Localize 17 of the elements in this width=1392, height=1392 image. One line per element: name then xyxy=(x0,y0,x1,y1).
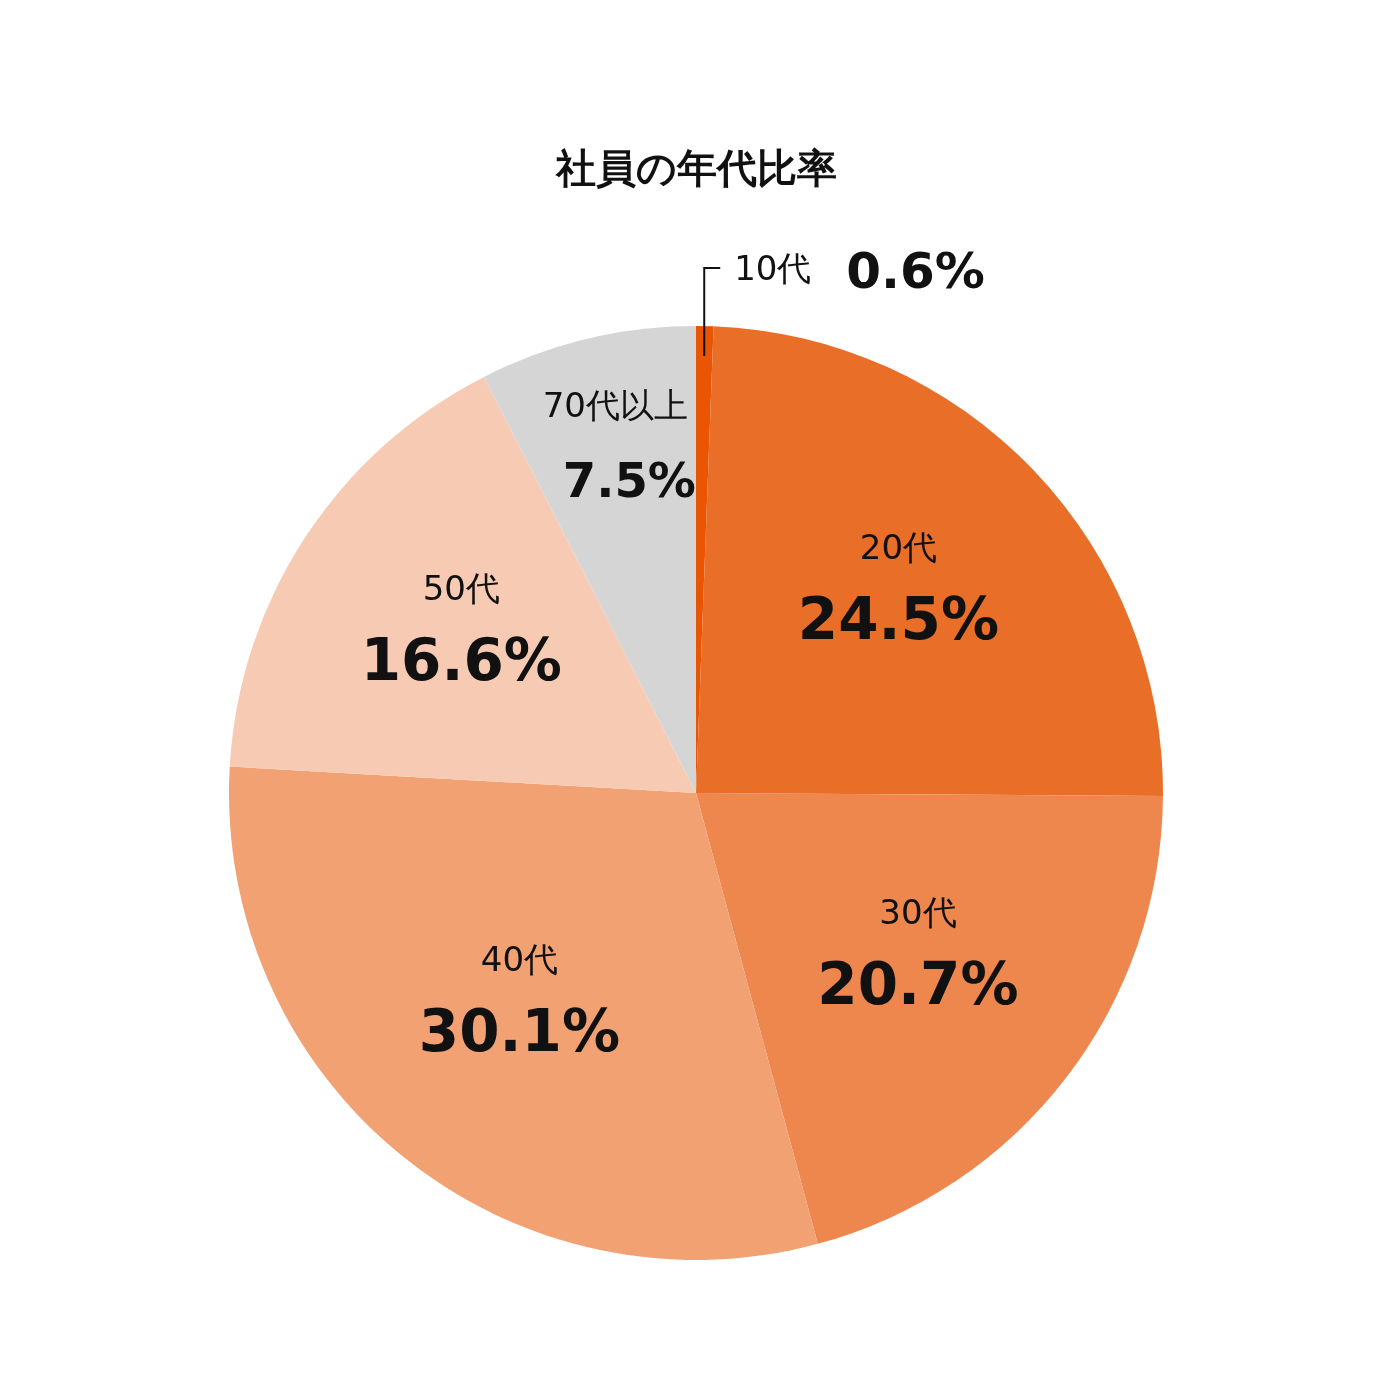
slice-label: 70代以上 xyxy=(542,384,688,425)
pie-slice xyxy=(229,376,696,793)
pie-slice xyxy=(229,766,818,1260)
data-label: 30.1% xyxy=(418,996,621,1065)
data-label: 0.6% xyxy=(846,242,985,300)
slice-label: 50代 xyxy=(422,567,500,608)
slice-label: 30代 xyxy=(879,892,957,933)
slice-label: 40代 xyxy=(480,938,559,979)
chart-title: 社員の年代比率 xyxy=(554,145,837,191)
pie-slice xyxy=(696,326,1163,796)
data-label: 24.5% xyxy=(797,585,1000,654)
slice-label: 10代 xyxy=(734,248,812,288)
data-label: 20.7% xyxy=(817,950,1019,1019)
pie-slice xyxy=(696,793,1163,1244)
data-label: 16.6% xyxy=(360,625,562,694)
slice-label: 20代 xyxy=(859,527,938,568)
data-label: 7.5% xyxy=(562,451,696,508)
